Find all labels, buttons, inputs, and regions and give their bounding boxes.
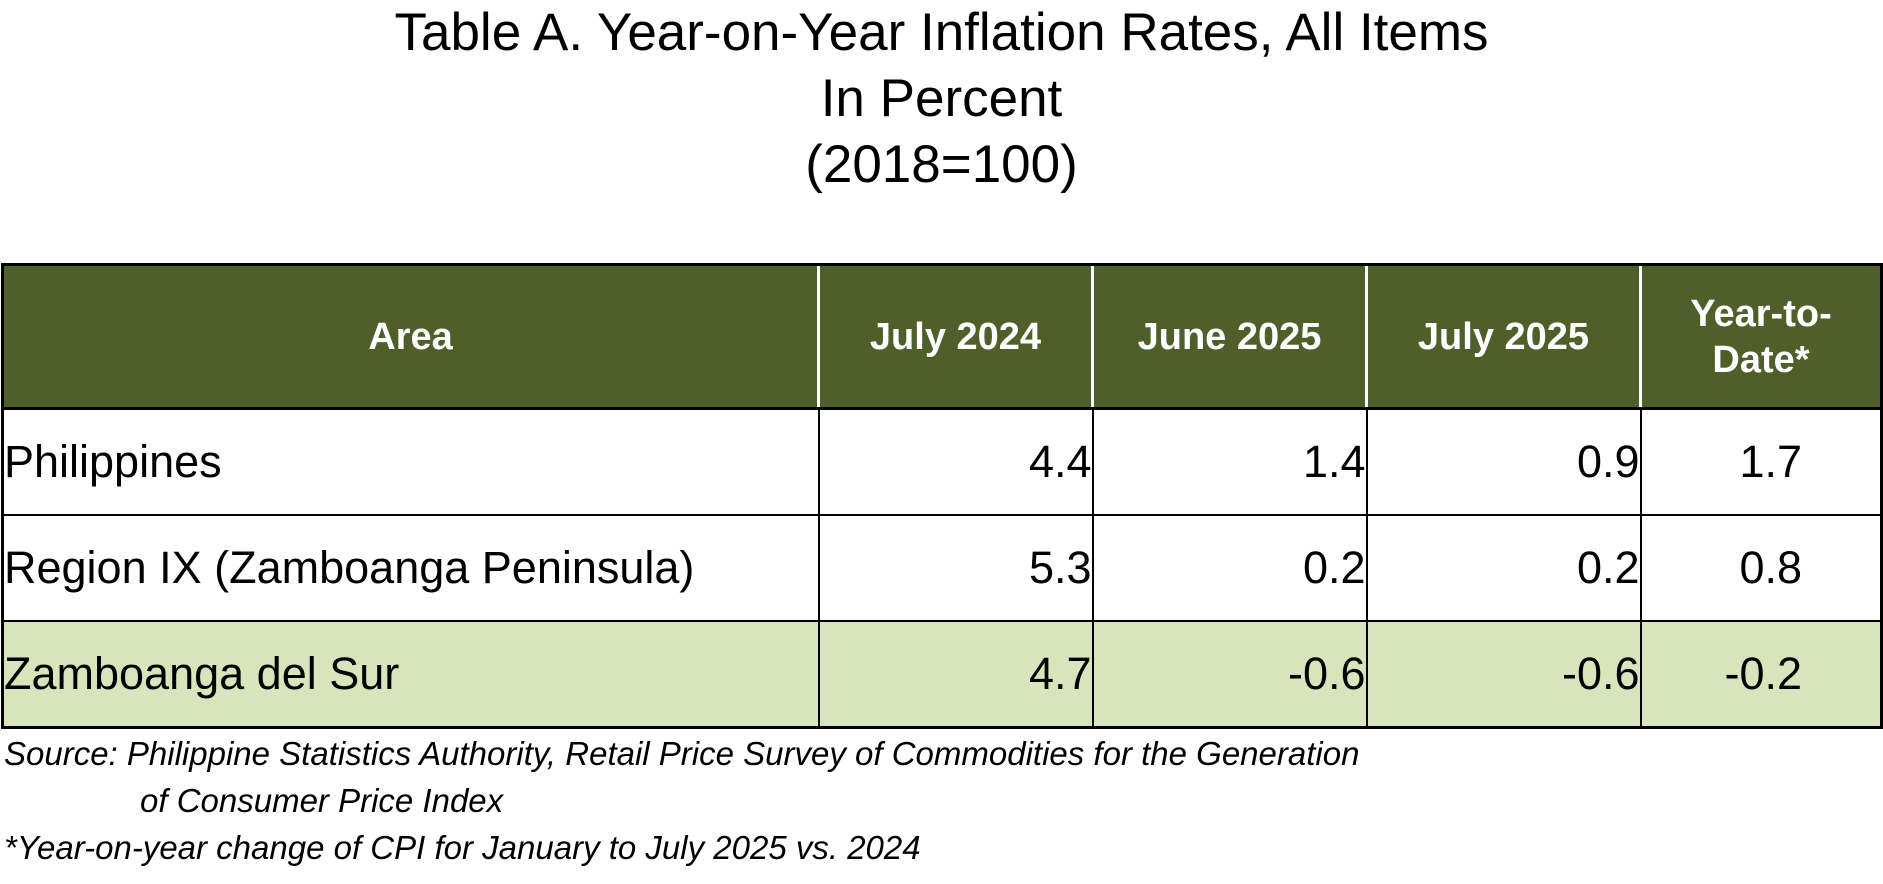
cell-value: 4.7: [817, 620, 1094, 729]
header-year-to-date: Year-to- Date*: [1639, 263, 1883, 410]
cell-value: 1.7: [1639, 407, 1883, 516]
inflation-table: Area July 2024 June 2025 July 2025 Year-…: [1, 263, 1883, 729]
footnote: *Year-on-year change of CPI for January …: [4, 829, 921, 866]
table-row: Region IX (Zamboanga Peninsula) 5.3 0.2 …: [1, 514, 1883, 622]
table-title: Table A. Year-on-Year Inflation Rates, A…: [0, 0, 1883, 198]
cell-value: 0.2: [1091, 514, 1368, 622]
row-area: Zamboanga del Sur: [1, 620, 820, 729]
cell-value: -0.6: [1091, 620, 1368, 729]
cell-value: 1.4: [1091, 407, 1368, 516]
cell-value: 0.9: [1365, 407, 1642, 516]
header-june-2025: June 2025: [1091, 263, 1367, 410]
header-row: Area July 2024 June 2025 July 2025 Year-…: [1, 263, 1883, 410]
cell-value: 5.3: [817, 514, 1094, 622]
header-ytd-line-1: Year-to-: [1690, 292, 1832, 335]
cell-value: -0.2: [1639, 620, 1883, 729]
header-ytd-line-2: Date*: [1712, 338, 1810, 381]
title-line-1: Table A. Year-on-Year Inflation Rates, A…: [394, 3, 1489, 62]
cell-value: 4.4: [817, 407, 1094, 516]
title-line-3: (2018=100): [805, 135, 1078, 194]
header-area: Area: [1, 263, 819, 410]
row-area: Philippines: [1, 407, 820, 516]
row-area: Region IX (Zamboanga Peninsula): [1, 514, 820, 622]
table-row: Philippines 4.4 1.4 0.9 1.7: [1, 407, 1883, 516]
cell-value: 0.2: [1365, 514, 1642, 622]
table-notes: Source: Philippine Statistics Authority,…: [4, 730, 1359, 871]
header-july-2024: July 2024: [817, 263, 1093, 410]
cell-value: 0.8: [1639, 514, 1883, 622]
cell-value: -0.6: [1365, 620, 1642, 729]
source-note-line-1: Source: Philippine Statistics Authority,…: [4, 735, 1360, 772]
source-note-line-2: of Consumer Price Index: [140, 782, 504, 819]
title-line-2: In Percent: [820, 69, 1063, 128]
table-row-highlighted: Zamboanga del Sur 4.7 -0.6 -0.6 -0.2: [1, 620, 1883, 729]
header-july-2025: July 2025: [1365, 263, 1641, 410]
